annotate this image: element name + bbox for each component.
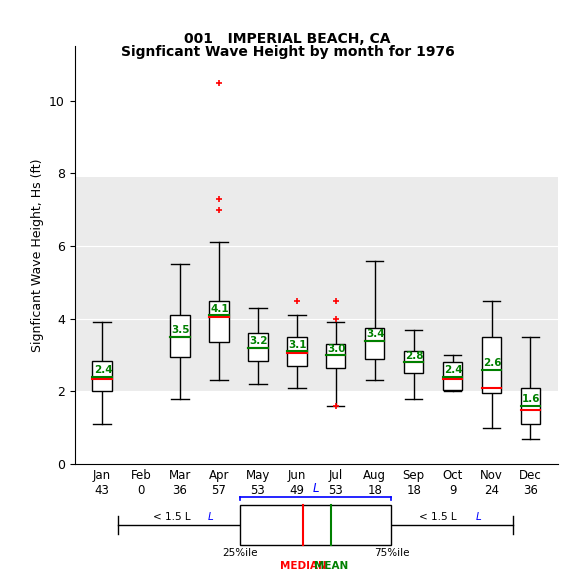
Text: 001   IMPERIAL BEACH, CA: 001 IMPERIAL BEACH, CA [184,32,391,46]
Bar [521,388,540,424]
Bar [92,361,112,392]
Bar [75,177,558,392]
Bar [170,315,190,357]
Text: 3.0: 3.0 [328,343,346,354]
Text: L: L [208,512,213,522]
Bar [326,344,346,368]
Bar [209,300,229,342]
Bar [443,362,462,390]
Text: < 1.5 L: < 1.5 L [152,512,190,522]
Text: 2.4: 2.4 [444,365,463,375]
Text: 4.1: 4.1 [210,304,229,314]
Text: 1.6: 1.6 [522,394,541,404]
Text: 3.1: 3.1 [289,340,307,350]
Text: 2.6: 2.6 [484,358,502,368]
Text: L: L [312,481,319,495]
Text: L: L [476,512,481,522]
Bar [240,505,392,545]
Bar [404,351,423,373]
Text: 25%ile: 25%ile [222,548,258,559]
Text: 3.4: 3.4 [366,329,385,339]
Bar [248,334,267,361]
Text: < 1.5 L: < 1.5 L [419,512,457,522]
Text: 2.4: 2.4 [94,365,113,375]
Text: 2.8: 2.8 [405,351,424,361]
Text: Signficant Wave Height by month for 1976: Signficant Wave Height by month for 1976 [121,45,454,59]
Bar [365,328,385,358]
Text: 3.2: 3.2 [250,336,268,346]
Text: MEAN: MEAN [313,561,348,571]
Bar [287,337,306,366]
Bar [482,337,501,393]
Text: 3.5: 3.5 [172,325,190,335]
Y-axis label: Signficant Wave Height, Hs (ft): Signficant Wave Height, Hs (ft) [30,158,44,352]
Text: 75%ile: 75%ile [374,548,409,559]
Text: MEDIAN: MEDIAN [280,561,327,571]
